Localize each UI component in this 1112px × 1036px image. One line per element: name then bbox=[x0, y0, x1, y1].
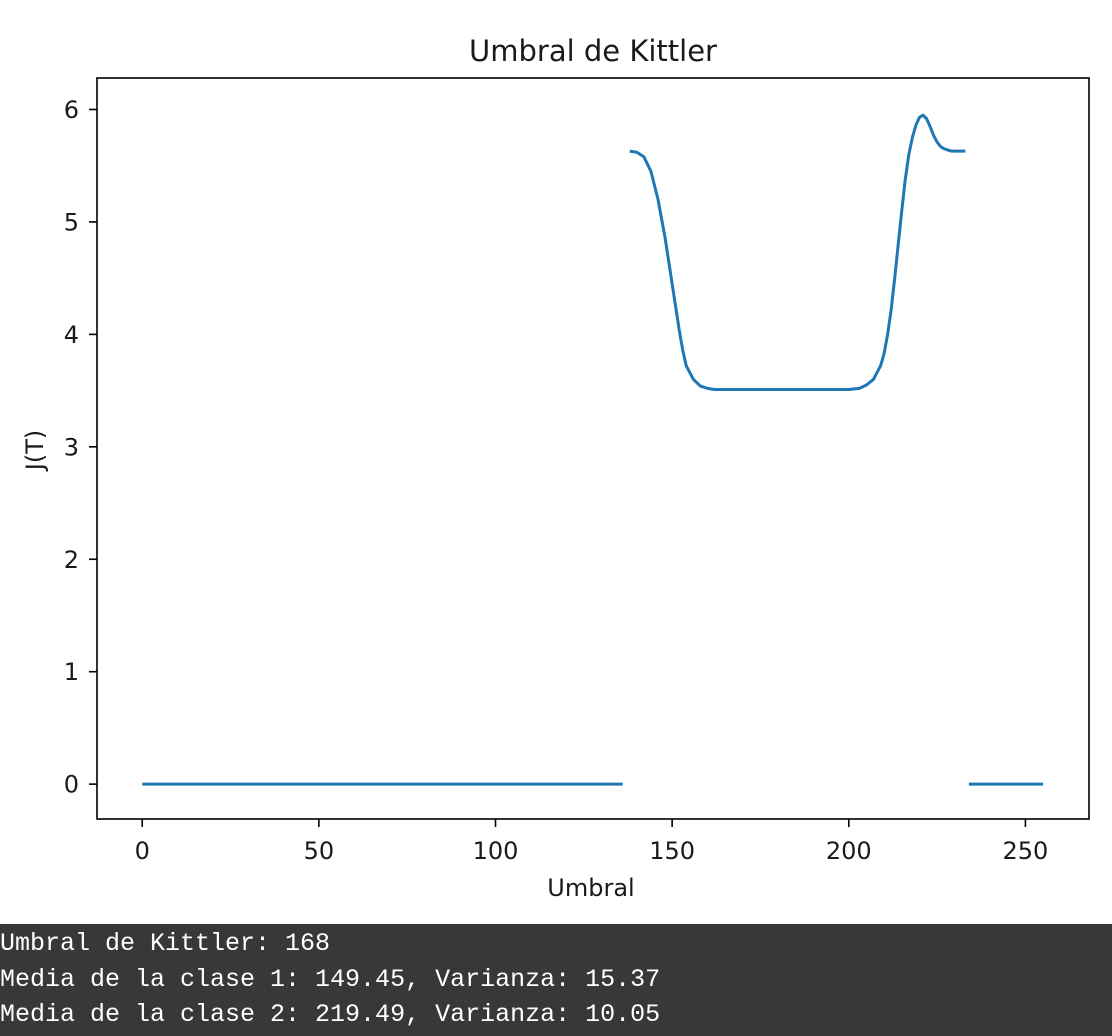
y-tick-label: 6 bbox=[64, 96, 79, 124]
y-tick-label: 5 bbox=[64, 208, 79, 236]
output-console: Umbral de Kittler: 168 Media de la clase… bbox=[0, 924, 1112, 1036]
x-tick-label: 0 bbox=[135, 837, 150, 865]
y-tick-label: 0 bbox=[64, 771, 79, 799]
y-tick-label: 1 bbox=[64, 658, 79, 686]
chart-figure: 0 50 100 150 200 250 0 1 2 3 4 5 6 Umbral de Kittle… bbox=[21, 34, 1090, 902]
axes-frame bbox=[96, 77, 1090, 820]
y-axis: 0 1 2 3 4 5 6 bbox=[64, 96, 97, 799]
x-tick-label: 200 bbox=[826, 837, 872, 865]
x-axis: 0 50 100 150 200 250 bbox=[135, 819, 1049, 865]
console-line-threshold: Umbral de Kittler: 168 bbox=[0, 929, 331, 958]
console-line-class-2: Media de la clase 2: 219.49, Varianza: 1… bbox=[0, 1000, 661, 1029]
x-tick-label: 50 bbox=[304, 837, 335, 865]
x-tick-label: 150 bbox=[649, 837, 695, 865]
y-tick-label: 2 bbox=[64, 546, 79, 574]
x-axis-label: Umbral bbox=[547, 874, 634, 902]
series-line-segment-2 bbox=[629, 113, 966, 391]
y-tick-label: 4 bbox=[64, 321, 79, 349]
x-tick-label: 100 bbox=[473, 837, 519, 865]
console-line-class-1: Media de la clase 1: 149.45, Varianza: 1… bbox=[0, 964, 661, 994]
chart: 0 50 100 150 200 250 0 1 2 3 4 5 6 Umbral de Kittle… bbox=[21, 34, 1090, 902]
chart-title: Umbral de Kittler bbox=[469, 34, 717, 68]
x-tick-label: 250 bbox=[1003, 837, 1049, 865]
plot-lines bbox=[142, 113, 1044, 786]
y-axis-label: J(T) bbox=[21, 430, 49, 472]
y-tick-label: 3 bbox=[64, 433, 79, 461]
